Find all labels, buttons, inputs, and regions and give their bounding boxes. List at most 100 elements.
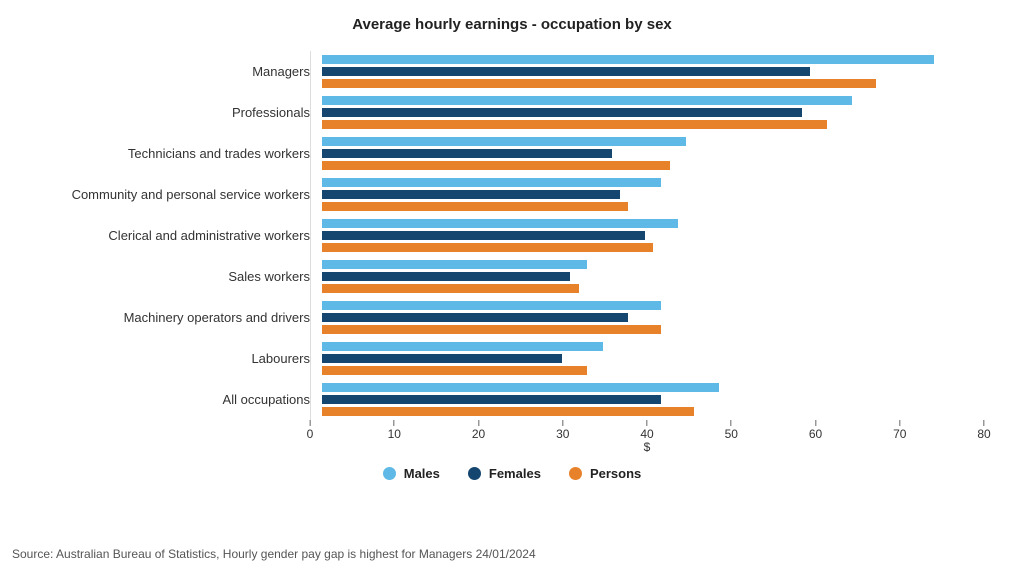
category-label: All occupations	[40, 392, 322, 407]
chart-row: Technicians and trades workers	[40, 133, 984, 174]
source-line: Source: Australian Bureau of Statistics,…	[12, 547, 536, 561]
bars-cell	[322, 133, 984, 174]
legend-label: Males	[404, 466, 440, 481]
x-tick: 60	[809, 420, 822, 441]
chart-title: Average hourly earnings - occupation by …	[40, 16, 984, 33]
bar-persons	[322, 120, 827, 129]
x-axis: 01020304050607080 $	[310, 420, 984, 454]
bars-cell	[322, 215, 984, 256]
legend-swatch	[468, 467, 481, 480]
x-tick-mark	[646, 420, 647, 426]
bar-males	[322, 260, 587, 269]
bars-group	[322, 96, 984, 129]
legend: Males Females Persons	[40, 466, 984, 481]
x-tick-label: 30	[556, 427, 569, 441]
bars-group	[322, 55, 984, 88]
legend-item-females: Females	[468, 466, 541, 481]
chart-row: All occupations	[40, 379, 984, 420]
x-tick: 10	[388, 420, 401, 441]
x-tick: 80	[977, 420, 990, 441]
bars-group	[322, 342, 984, 375]
bar-females	[322, 395, 661, 404]
legend-item-persons: Persons	[569, 466, 641, 481]
bar-persons	[322, 366, 587, 375]
bar-females	[322, 272, 570, 281]
bars-group	[322, 219, 984, 252]
category-label: Machinery operators and drivers	[40, 310, 322, 325]
category-label: Community and personal service workers	[40, 187, 322, 202]
x-tick-label: 80	[977, 427, 990, 441]
bars-group	[322, 178, 984, 211]
bar-females	[322, 108, 802, 117]
x-tick: 40	[640, 420, 653, 441]
x-tick-mark	[983, 420, 984, 426]
bars-cell	[322, 92, 984, 133]
x-axis-label: $	[310, 440, 984, 454]
category-label: Managers	[40, 64, 322, 79]
x-axis-ticks: 01020304050607080	[310, 420, 984, 438]
bars-group	[322, 383, 984, 416]
bar-persons	[322, 243, 653, 252]
bar-persons	[322, 79, 876, 88]
bar-males	[322, 219, 678, 228]
bar-persons	[322, 202, 628, 211]
x-tick-mark	[562, 420, 563, 426]
legend-item-males: Males	[383, 466, 440, 481]
bars-cell	[322, 51, 984, 92]
x-tick-label: 60	[809, 427, 822, 441]
chart-area: Managers Professionals Technicians and tra…	[40, 51, 984, 481]
bars-cell	[322, 174, 984, 215]
bar-males	[322, 383, 719, 392]
bar-persons	[322, 161, 670, 170]
category-label: Sales workers	[40, 269, 322, 284]
x-tick-label: 70	[893, 427, 906, 441]
bar-males	[322, 96, 852, 105]
x-tick-label: 10	[388, 427, 401, 441]
page: Average hourly earnings - occupation by …	[0, 0, 1024, 569]
chart-row: Labourers	[40, 338, 984, 379]
bars-cell	[322, 256, 984, 297]
bar-females	[322, 190, 620, 199]
bars-group	[322, 137, 984, 170]
chart-row: Community and personal service workers	[40, 174, 984, 215]
bar-females	[322, 67, 810, 76]
x-tick: 50	[725, 420, 738, 441]
bar-males	[322, 342, 603, 351]
category-label: Technicians and trades workers	[40, 146, 322, 161]
legend-swatch	[383, 467, 396, 480]
bar-females	[322, 354, 562, 363]
x-tick-mark	[731, 420, 732, 426]
bars-cell	[322, 338, 984, 379]
bar-females	[322, 231, 645, 240]
x-tick-mark	[899, 420, 900, 426]
chart-row: Professionals	[40, 92, 984, 133]
chart-row: Machinery operators and drivers	[40, 297, 984, 338]
bar-persons	[322, 407, 694, 416]
chart-row: Clerical and administrative workers	[40, 215, 984, 256]
bars-cell	[322, 297, 984, 338]
chart-row: Managers	[40, 51, 984, 92]
x-tick-mark	[478, 420, 479, 426]
bars-group	[322, 260, 984, 293]
bar-females	[322, 313, 628, 322]
category-label: Clerical and administrative workers	[40, 228, 322, 243]
bar-persons	[322, 284, 579, 293]
x-tick: 20	[472, 420, 485, 441]
category-label: Professionals	[40, 105, 322, 120]
legend-label: Persons	[590, 466, 641, 481]
x-tick-label: 50	[725, 427, 738, 441]
x-tick-label: 0	[307, 427, 314, 441]
chart-row: Sales workers	[40, 256, 984, 297]
bars-group	[322, 301, 984, 334]
x-tick: 70	[893, 420, 906, 441]
legend-swatch	[569, 467, 582, 480]
x-tick: 30	[556, 420, 569, 441]
bar-males	[322, 301, 661, 310]
bar-females	[322, 149, 612, 158]
bars-cell	[322, 379, 984, 420]
x-tick-label: 20	[472, 427, 485, 441]
chart-rows: Managers Professionals Technicians and tra…	[40, 51, 984, 420]
category-label: Labourers	[40, 351, 322, 366]
x-tick: 0	[307, 420, 314, 441]
bar-males	[322, 137, 686, 146]
